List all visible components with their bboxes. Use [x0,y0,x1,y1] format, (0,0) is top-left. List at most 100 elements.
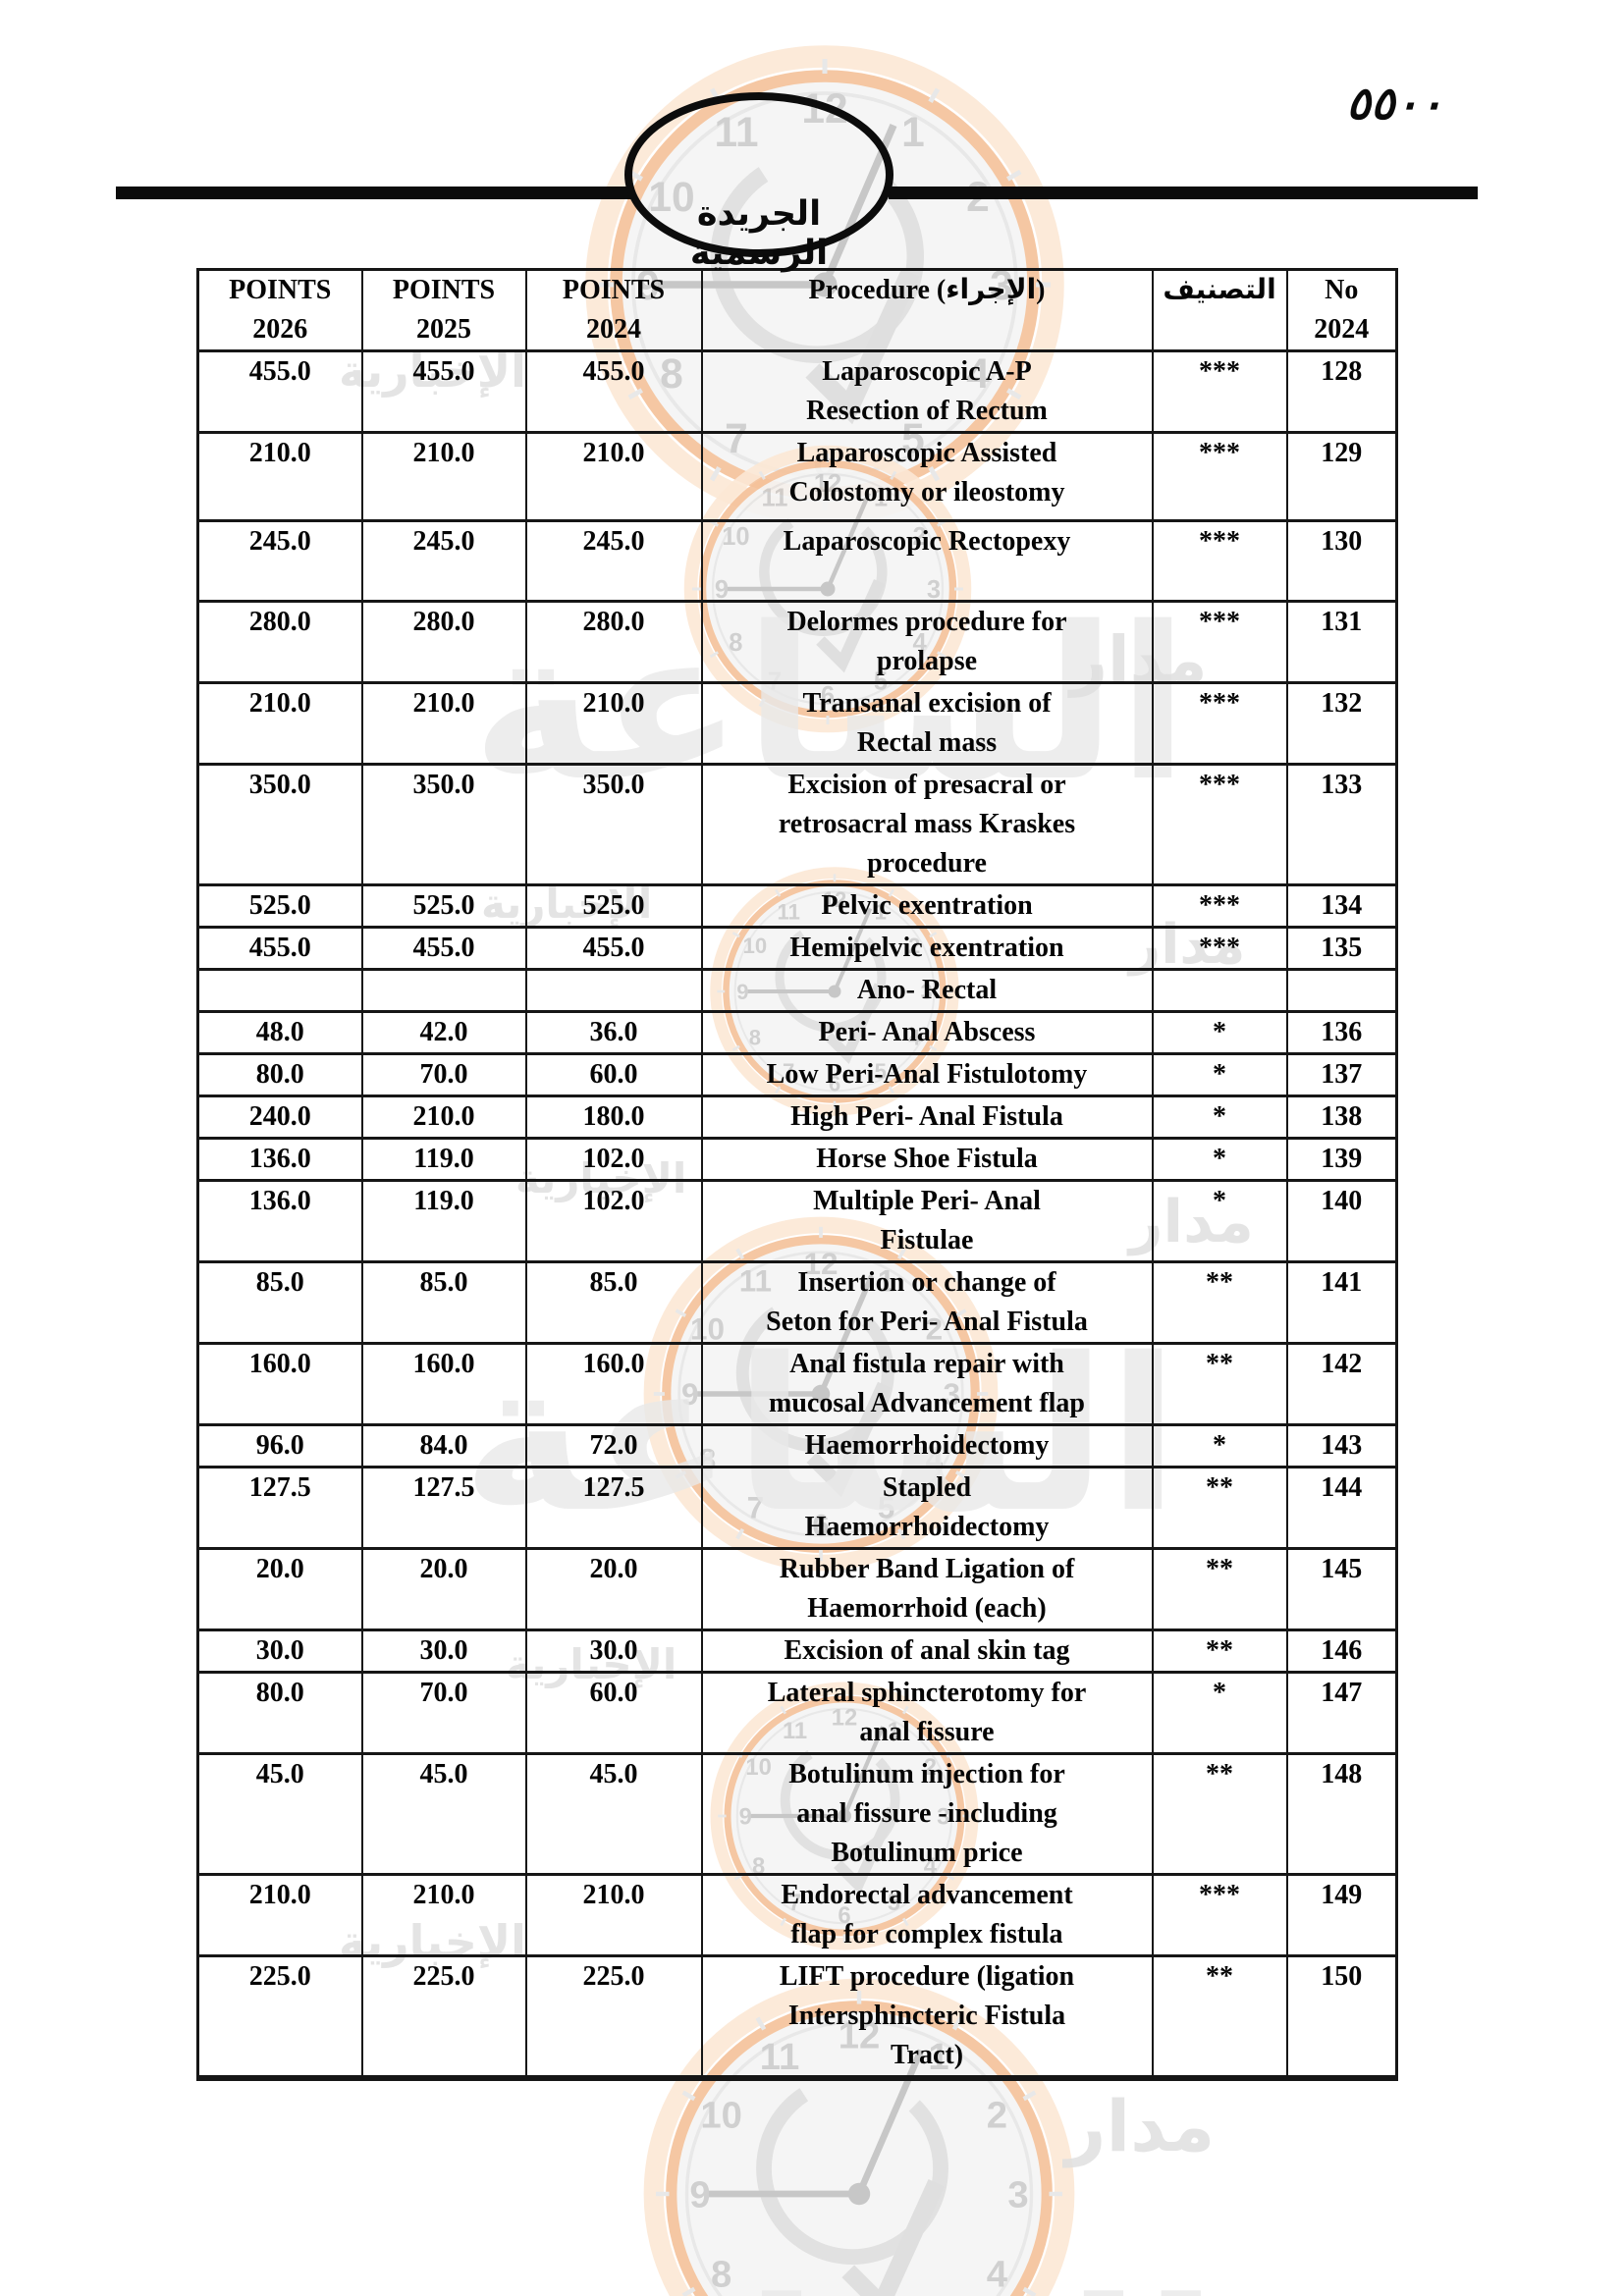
procedure-number-cell: 128 [1285,349,1398,434]
table-row: 85.0 85.0 85.0 Insertion or change of Seton… [196,1260,1398,1345]
col-header-procedure: Procedure (الإجراء) [700,268,1154,352]
points-2025-cell: 45.0 [360,1752,527,1876]
table-row: 245.0 245.0 245.0 Laparoscopic Rectopexy ***… [196,519,1398,603]
procedure-cell: Botulinum injection for anal fissure -in… [700,1752,1154,1876]
procedure-cell: Transanal excision of Rectal mass [700,681,1154,766]
procedure-cell: Ano- Rectal [700,968,1154,1013]
points-2026-cell: 85.0 [196,1260,363,1345]
points-2026-cell: 80.0 [196,1671,363,1755]
svg-text:2: 2 [987,2095,1007,2137]
svg-text:10: 10 [700,2095,742,2137]
points-2024-cell: 210.0 [524,681,703,766]
points-2024-cell: 210.0 [524,431,703,522]
points-2026-cell: 30.0 [196,1629,363,1674]
points-2025-cell: 280.0 [360,600,527,684]
classification-cell: *** [1151,431,1288,522]
points-2025-cell: 85.0 [360,1260,527,1345]
table-row: 210.0 210.0 210.0 Transanal excision of Rec… [196,681,1398,766]
table-row: 96.0 84.0 72.0 Haemorrhoidectomy * 143 [196,1423,1398,1468]
classification-cell: ** [1151,1629,1288,1674]
procedure-number-cell: 143 [1285,1423,1398,1468]
points-2026-cell: 455.0 [196,349,363,434]
procedure-number-cell: 145 [1285,1547,1398,1631]
points-2024-cell: 127.5 [524,1466,703,1550]
points-table: POINTS 2026 POINTS 2025 POINTS 2024 Proc… [196,268,1398,2081]
table-row: 20.0 20.0 20.0 Rubber Band Ligation of Haem… [196,1547,1398,1631]
points-2025-cell: 455.0 [360,926,527,971]
procedure-number-cell: 129 [1285,431,1398,522]
procedure-number-cell: 142 [1285,1342,1398,1426]
classification-cell: ** [1151,1752,1288,1876]
classification-cell: * [1151,1423,1288,1468]
table-row: 350.0 350.0 350.0 Excision of presacral or … [196,763,1398,886]
points-2024-cell: 455.0 [524,926,703,971]
svg-text:1: 1 [901,110,925,156]
col-header-classification: التصنيف [1151,268,1288,352]
points-2024-cell: 20.0 [524,1547,703,1631]
table-row: 136.0 119.0 102.0 Multiple Peri- Anal Fistu… [196,1179,1398,1263]
procedure-number-cell [1285,968,1398,1013]
points-2024-cell: 455.0 [524,349,703,434]
classification-cell: *** [1151,349,1288,434]
procedure-number-cell: 139 [1285,1137,1398,1182]
points-2026-cell: 210.0 [196,1873,363,1957]
points-2025-cell: 210.0 [360,1873,527,1957]
points-2024-cell: 30.0 [524,1629,703,1674]
points-2026-cell: 48.0 [196,1010,363,1055]
points-2025-cell: 30.0 [360,1629,527,1674]
points-2025-cell: 160.0 [360,1342,527,1426]
table-row: 48.0 42.0 36.0 Peri- Anal Abscess * 136 [196,1010,1398,1055]
col-header-no-2024: No 2024 [1285,268,1398,352]
table-row: 225.0 225.0 225.0 LIFT procedure (ligation … [196,1954,1398,2080]
classification-cell: ** [1151,1260,1288,1345]
procedure-number-cell: 147 [1285,1671,1398,1755]
procedure-number-cell: 133 [1285,763,1398,886]
points-2024-cell: 280.0 [524,600,703,684]
points-2024-cell [524,968,703,1013]
procedure-cell: Haemorrhoidectomy [700,1423,1154,1468]
procedure-number-cell: 131 [1285,600,1398,684]
table-row: 280.0 280.0 280.0 Delormes procedure for pr… [196,600,1398,684]
table-row: 127.5 127.5 127.5 Stapled Haemorrhoidectomy… [196,1466,1398,1550]
procedure-cell: Anal fistula repair with mucosal Advance… [700,1342,1154,1426]
procedure-number-cell: 149 [1285,1873,1398,1957]
points-2026-cell: 525.0 [196,883,363,929]
classification-cell: * [1151,1052,1288,1097]
points-2025-cell: 127.5 [360,1466,527,1550]
points-2026-cell: 136.0 [196,1137,363,1182]
table-row: 45.0 45.0 45.0 Botulinum injection for anal… [196,1752,1398,1876]
procedure-cell: Pelvic exentration [700,883,1154,929]
classification-cell: ** [1151,1547,1288,1631]
points-2025-cell: 350.0 [360,763,527,886]
table-row: 80.0 70.0 60.0 Lateral sphincterotomy for a… [196,1671,1398,1755]
procedure-number-cell: 132 [1285,681,1398,766]
points-2024-cell: 72.0 [524,1423,703,1468]
classification-cell: * [1151,1095,1288,1140]
procedure-cell: Peri- Anal Abscess [700,1010,1154,1055]
procedure-cell: Excision of anal skin tag [700,1629,1154,1674]
procedure-cell: Rubber Band Ligation of Haemorrhoid (eac… [700,1547,1154,1631]
procedure-cell: Hemipelvic exentration [700,926,1154,971]
points-2026-cell: 280.0 [196,600,363,684]
procedure-number-cell: 148 [1285,1752,1398,1876]
classification-cell: ** [1151,1342,1288,1426]
points-2025-cell: 455.0 [360,349,527,434]
points-2026-cell: 96.0 [196,1423,363,1468]
points-2025-cell: 84.0 [360,1423,527,1468]
table-row: 160.0 160.0 160.0 Anal fistula repair with … [196,1342,1398,1426]
classification-cell: ** [1151,1466,1288,1550]
watermark-text: مدار [1065,2085,1216,2167]
table-row: 210.0 210.0 210.0 Laparoscopic Assisted Col… [196,431,1398,522]
gazette-title-oval: الجريدة الرسمية [624,92,893,273]
table-row: 30.0 30.0 30.0 Excision of anal skin tag ** 1… [196,1629,1398,1674]
classification-cell [1151,968,1288,1013]
col-header-points-2024: POINTS 2024 [524,268,703,352]
procedure-cell: Stapled Haemorrhoidectomy [700,1466,1154,1550]
points-2024-cell: 245.0 [524,519,703,603]
points-2026-cell: 225.0 [196,1954,363,2080]
procedure-number-cell: 140 [1285,1179,1398,1263]
table-row: 455.0 455.0 455.0 Laparoscopic A-P Resectio… [196,349,1398,434]
procedure-cell: Endorectal advancement flap for complex … [700,1873,1154,1957]
points-2026-cell: 127.5 [196,1466,363,1550]
